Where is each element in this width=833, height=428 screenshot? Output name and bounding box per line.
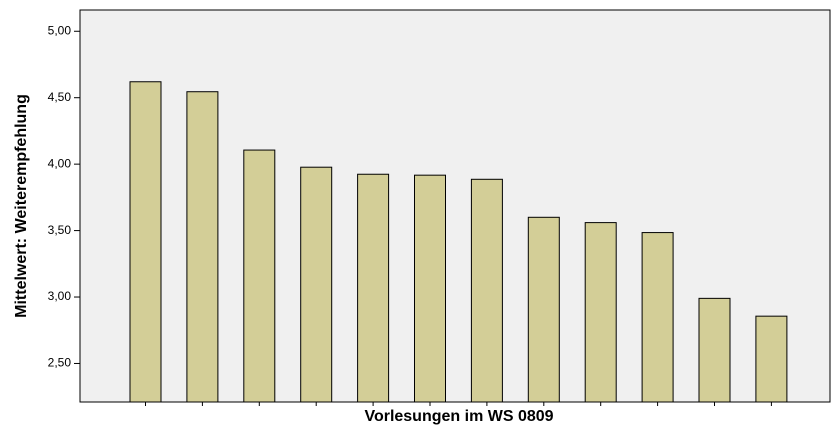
- bar: [527, 216, 560, 403]
- y-tick-label: 5,00: [48, 23, 72, 37]
- y-tick-label: 3,00: [48, 289, 72, 303]
- y-axis-label: Mittelwert: Weiterempfehlung: [13, 94, 30, 318]
- y-tick-label: 3,50: [48, 223, 72, 237]
- bar: [698, 297, 731, 403]
- bar: [129, 81, 162, 403]
- bar: [584, 222, 617, 403]
- bar: [755, 315, 788, 403]
- y-tick-label: 4,00: [48, 156, 72, 170]
- bar: [414, 174, 446, 403]
- bar: [300, 166, 333, 403]
- bar: [243, 149, 276, 403]
- bar: [641, 232, 674, 403]
- bar: [470, 178, 503, 403]
- y-tick-label: 2,50: [48, 356, 72, 370]
- bar: [186, 91, 219, 403]
- y-tick-label: 4,50: [48, 90, 72, 104]
- x-axis-label: Vorlesungen im WS 0809: [364, 408, 553, 425]
- bar: [357, 173, 390, 403]
